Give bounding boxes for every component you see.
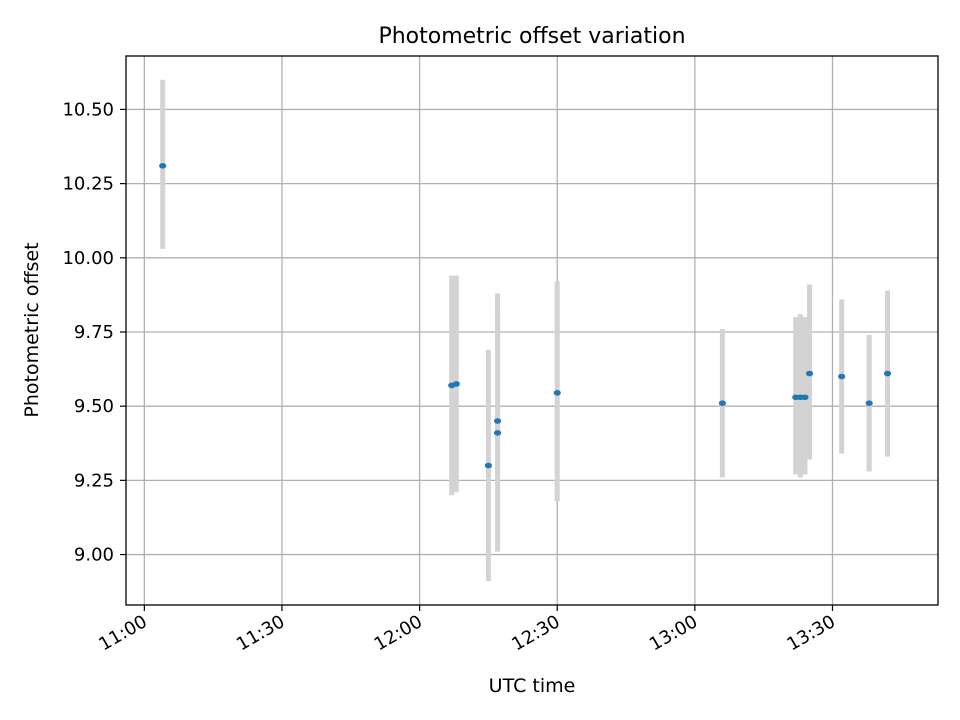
data-point [493,418,502,424]
data-point [801,394,809,401]
y-tick-label: 9.50 [74,396,114,417]
y-tick-label: 10.25 [62,174,114,195]
plot-frame [125,55,939,606]
data-point [865,400,873,407]
y-tick-label: 9.25 [74,470,114,491]
y-axis-title: Photometric offset [21,242,43,417]
data-points [159,163,892,469]
y-tick-label: 10.00 [62,248,114,269]
chart-title: Photometric offset variation [378,24,685,49]
y-tick-label: 9.75 [74,322,114,343]
data-point [484,462,493,469]
y-axis-ticks: 9.00 9.25 9.50 9.75 10.00 10.25 10.50 [62,99,126,566]
data-point [718,400,726,407]
data-point [493,430,502,436]
data-point [838,373,846,380]
data-point [159,163,167,169]
data-point [805,370,814,377]
data-point [553,390,561,396]
data-point [883,370,892,377]
x-axis-title: UTC time [489,675,576,697]
y-tick-label: 10.50 [62,99,114,120]
y-tick-label: 9.00 [74,545,114,566]
data-point [452,381,460,387]
